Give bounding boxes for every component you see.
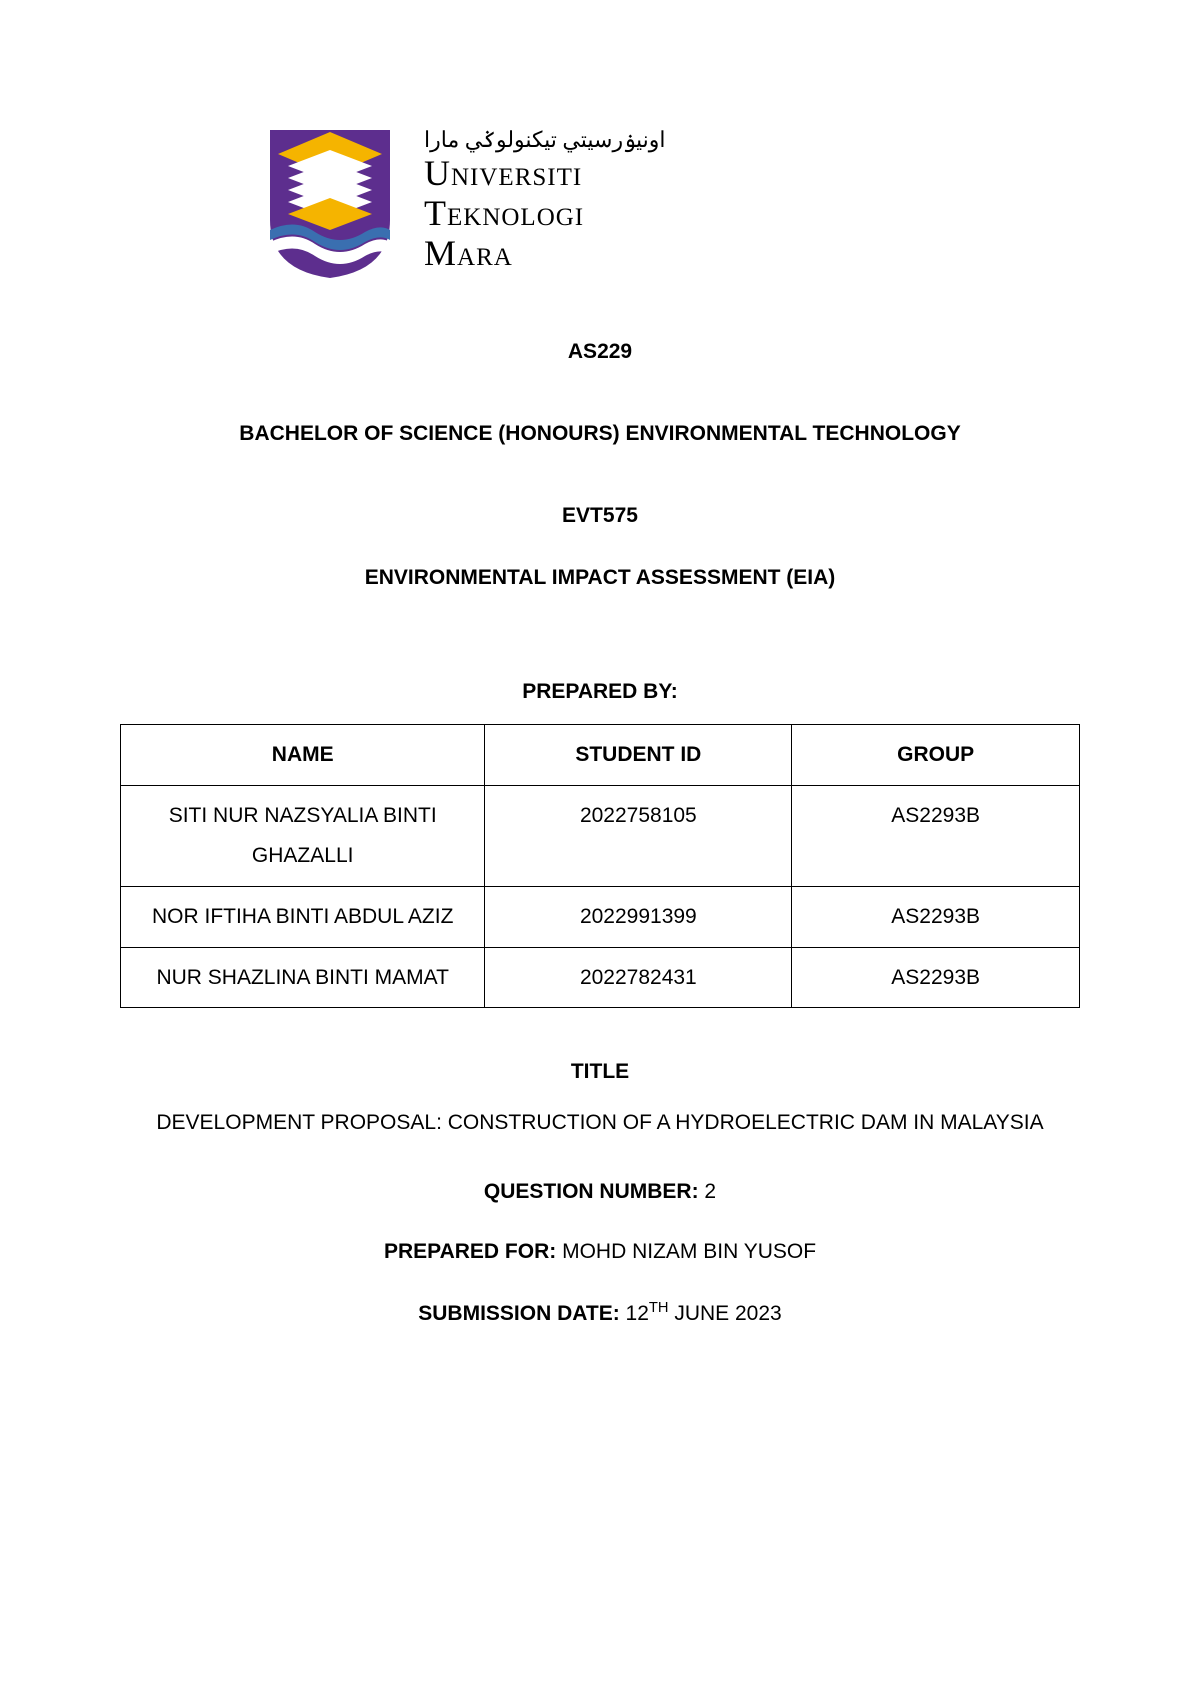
university-name-block: اونيۏرسيتي تيکنولوݢي مارا Universiti Tek… (424, 127, 666, 272)
cell-group: AS2293B (792, 785, 1080, 886)
university-name-line3: Mara (424, 235, 666, 273)
submission-date-rest: JUNE 2023 (669, 1302, 782, 1325)
prepared-for-value: MOHD NIZAM BIN YUSOF (556, 1240, 816, 1263)
col-header-name: NAME (121, 725, 485, 786)
cell-group: AS2293B (792, 947, 1080, 1008)
university-name-line1: Universiti (424, 155, 666, 193)
cell-name: SITI NUR NAZSYALIA BINTI GHAZALLI (121, 785, 485, 886)
document-page: اونيۏرسيتي تيکنولوݢي مارا Universiti Tek… (0, 0, 1200, 1697)
university-name-line2: Teknologi (424, 195, 666, 233)
submission-date-label: SUBMISSION DATE: (418, 1302, 619, 1325)
cell-id: 2022991399 (485, 886, 792, 947)
prepared-for-line: PREPARED FOR: MOHD NIZAM BIN YUSOF (120, 1240, 1080, 1264)
question-number-value: 2 (699, 1180, 717, 1203)
university-name-jawi: اونيۏرسيتي تيکنولوݢي مارا (424, 127, 666, 153)
subject-code: EVT575 (120, 504, 1080, 528)
table-row: SITI NUR NAZSYALIA BINTI GHAZALLI 202275… (121, 785, 1080, 886)
cell-group: AS2293B (792, 886, 1080, 947)
question-number-line: QUESTION NUMBER: 2 (120, 1180, 1080, 1204)
cell-name: NUR SHAZLINA BINTI MAMAT (121, 947, 485, 1008)
title-label: TITLE (120, 1060, 1080, 1084)
project-title: DEVELOPMENT PROPOSAL: CONSTRUCTION OF A … (120, 1102, 1080, 1144)
question-number-label: QUESTION NUMBER: (484, 1180, 699, 1203)
prepared-by-label: PREPARED BY: (120, 680, 1080, 704)
subject-name: ENVIRONMENTAL IMPACT ASSESSMENT (EIA) (120, 566, 1080, 590)
table-row: NOR IFTIHA BINTI ABDUL AZIZ 2022991399 A… (121, 886, 1080, 947)
degree-name: BACHELOR OF SCIENCE (HONOURS) ENVIRONMEN… (120, 422, 1080, 446)
course-code: AS229 (120, 340, 1080, 364)
submission-date-daynum: 12 (620, 1302, 649, 1325)
submission-date-line: SUBMISSION DATE: 12TH JUNE 2023 (120, 1300, 1080, 1326)
cell-id: 2022782431 (485, 947, 792, 1008)
submission-date-ordinal: TH (649, 1300, 669, 1316)
col-header-group: GROUP (792, 725, 1080, 786)
prepared-for-label: PREPARED FOR: (384, 1240, 556, 1263)
students-table: NAME STUDENT ID GROUP SITI NUR NAZSYALIA… (120, 724, 1080, 1008)
university-logo-block: اونيۏرسيتي تيکنولوݢي مارا Universiti Tek… (260, 120, 1080, 280)
cell-id: 2022758105 (485, 785, 792, 886)
col-header-id: STUDENT ID (485, 725, 792, 786)
cell-name: NOR IFTIHA BINTI ABDUL AZIZ (121, 886, 485, 947)
table-header-row: NAME STUDENT ID GROUP (121, 725, 1080, 786)
uitm-shield-icon (260, 120, 400, 280)
table-row: NUR SHAZLINA BINTI MAMAT 2022782431 AS22… (121, 947, 1080, 1008)
